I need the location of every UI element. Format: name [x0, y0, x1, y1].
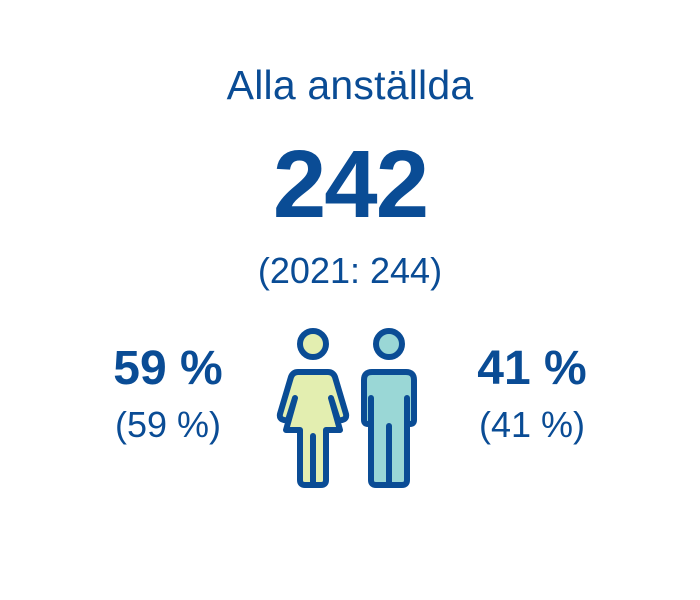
women-previous-percent: (59 %): [114, 404, 222, 445]
page-title: Alla anställda: [226, 62, 474, 108]
men-previous-percent: (41 %): [478, 404, 586, 445]
women-percent: 59 %: [113, 342, 223, 395]
gender-figures: [276, 328, 417, 488]
men-percent: 41 %: [477, 342, 587, 395]
previous-year-total: (2021: 244): [257, 250, 443, 291]
men-stat: 41 % (41 %): [452, 340, 612, 448]
woman-icon: [276, 328, 350, 488]
women-stat: 59 % (59 %): [88, 340, 248, 448]
man-icon: [361, 328, 417, 488]
total-employees: 242: [272, 131, 429, 238]
